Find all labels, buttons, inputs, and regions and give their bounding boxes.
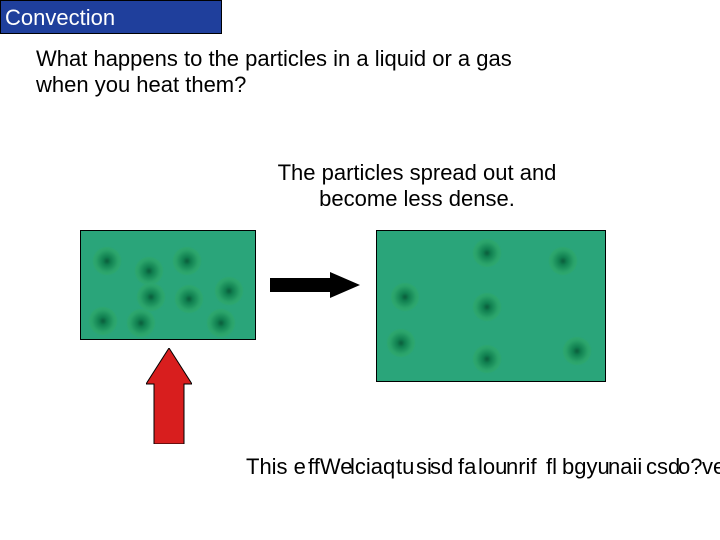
particle bbox=[127, 309, 155, 337]
particle bbox=[391, 283, 419, 311]
caption-fragment: fl bbox=[546, 454, 557, 480]
particle bbox=[387, 329, 415, 357]
caption-fragment: sd bbox=[430, 454, 453, 480]
arrow-right-icon bbox=[270, 272, 360, 298]
caption-fragment: lou bbox=[478, 454, 507, 480]
title-text: Convection bbox=[5, 5, 115, 30]
caption-fragment: This e bbox=[246, 454, 306, 480]
caption-fragment: ffWe bbox=[308, 454, 352, 480]
particle-box-sparse bbox=[376, 230, 606, 382]
caption-fragment: csd bbox=[646, 454, 680, 480]
particle bbox=[93, 247, 121, 275]
caption-fragment: nrif bbox=[506, 454, 537, 480]
overlapping-caption: This effWelciaqtusisd falounrifflbgyunai… bbox=[246, 454, 706, 484]
question-text: What happens to the particles in a liqui… bbox=[36, 46, 516, 99]
arrow-up-heat-icon bbox=[146, 348, 192, 444]
particle bbox=[473, 345, 501, 373]
particle bbox=[549, 247, 577, 275]
caption-fragment: naii bbox=[608, 454, 642, 480]
particle bbox=[173, 247, 201, 275]
particle bbox=[89, 307, 117, 335]
title-bar: Convection bbox=[0, 0, 222, 34]
particle bbox=[135, 257, 163, 285]
particle bbox=[473, 293, 501, 321]
particle bbox=[175, 285, 203, 313]
caption-fragment: bgyu bbox=[562, 454, 610, 480]
particle bbox=[207, 309, 235, 337]
caption-fragment: vement. bbox=[702, 454, 720, 480]
particle bbox=[473, 239, 501, 267]
caption-fragment: o? bbox=[678, 454, 702, 480]
particle-box-dense bbox=[80, 230, 256, 340]
caption-fragment: tu bbox=[396, 454, 414, 480]
caption-fragment: lciaq bbox=[350, 454, 395, 480]
answer-text: The particles spread out and become less… bbox=[242, 160, 592, 213]
particle bbox=[215, 277, 243, 305]
caption-fragment: fa bbox=[458, 454, 476, 480]
particle bbox=[563, 337, 591, 365]
particle bbox=[137, 283, 165, 311]
